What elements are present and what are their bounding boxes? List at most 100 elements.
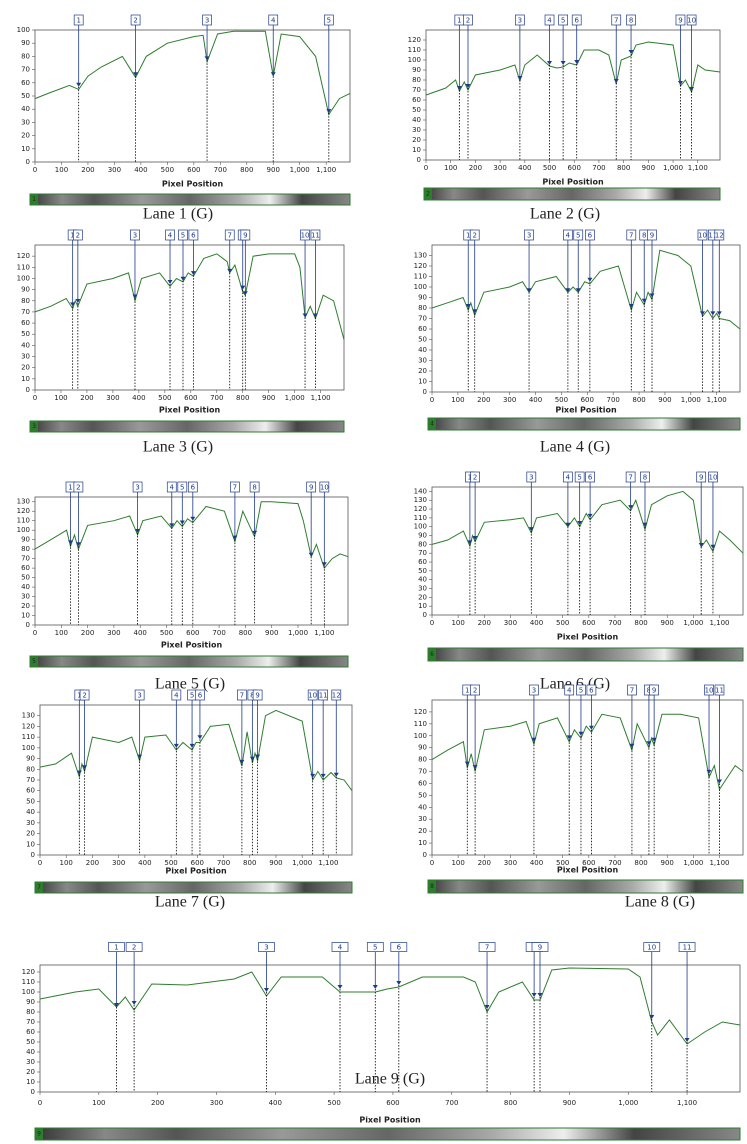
x-tick-label: 1,000: [683, 859, 703, 867]
x-tick-label: 700: [214, 166, 227, 174]
peak-label-box: [177, 481, 188, 493]
peak-label: 1: [466, 232, 470, 240]
plot-frame: [39, 704, 353, 856]
peak-label: 5: [579, 687, 583, 695]
peak-arrowhead: [628, 304, 634, 308]
x-tick-label: 400: [132, 394, 145, 402]
y-tick-label: 110: [414, 720, 427, 728]
peak-label-box: [307, 689, 318, 701]
y-tick-label: 80: [21, 545, 30, 553]
x-tick-label: 100: [54, 394, 67, 402]
peak-arrowhead: [531, 737, 537, 742]
y-tick-label: 60: [21, 319, 30, 327]
peak-label: 5: [577, 474, 581, 482]
x-tick-label: 200: [81, 166, 94, 174]
y-tick-label: 90: [418, 294, 427, 302]
peak-label: 5: [180, 484, 184, 492]
x-tick-label: 200: [81, 629, 94, 637]
y-tick-label: 100: [22, 988, 35, 996]
peak-arrowhead: [566, 735, 572, 740]
x-tick-label: 900: [262, 394, 275, 402]
peak-arrowhead: [263, 988, 269, 992]
x-tick-label: 100: [451, 396, 464, 404]
y-tick-label: 120: [17, 252, 30, 260]
x-tick-label: 800: [617, 164, 630, 172]
y-tick-label: 100: [414, 523, 427, 531]
x-tick-label: 800: [632, 396, 645, 404]
peak-arrowhead: [190, 271, 196, 276]
x-tick-label: 500: [556, 619, 569, 627]
peak-arrowhead: [689, 87, 695, 91]
x-tick-label: 300: [493, 164, 506, 172]
y-tick-label: 100: [17, 526, 30, 534]
peak-label-box: [626, 229, 637, 241]
profile-line: [34, 501, 349, 570]
peak-label: 1: [468, 474, 472, 482]
x-tick-label: 0: [33, 394, 37, 402]
y-tick-label: 10: [418, 839, 427, 847]
lane-caption: Lane 1 (G): [143, 206, 213, 223]
x-tick-label: 400: [530, 859, 543, 867]
y-tick-label: 60: [412, 96, 421, 104]
x-tick-label: 0: [33, 629, 37, 637]
peak-label-box: [300, 229, 310, 241]
peak-label: 10: [705, 687, 714, 695]
y-tick-label: 120: [408, 36, 421, 44]
peak-arrowhead: [716, 311, 722, 316]
peak-label: 4: [547, 17, 552, 25]
peak-arrowhead: [641, 298, 647, 303]
x-tick-label: 100: [92, 1099, 105, 1107]
peak-arrowhead: [249, 756, 255, 761]
peak-label-box: [563, 471, 573, 483]
y-tick-label: 60: [418, 558, 427, 566]
peak-label-box: [130, 14, 141, 26]
peak-arrowhead: [651, 737, 657, 742]
peak-label: 1: [114, 944, 118, 952]
y-tick-label: 110: [17, 263, 30, 271]
peak-label: 7: [629, 232, 633, 240]
peak-arrowhead: [716, 779, 722, 784]
peak-arrowhead: [232, 535, 238, 540]
peak-arrowhead: [588, 725, 594, 730]
y-tick-label: 60: [21, 564, 30, 572]
y-tick-label: 0: [423, 388, 427, 396]
peak-label-box: [252, 689, 263, 701]
x-tick-label: 700: [210, 394, 223, 402]
x-tick-label: 200: [86, 859, 99, 867]
peak-label-box: [586, 684, 597, 696]
lane-caption: Lane 3 (G): [143, 439, 213, 456]
x-tick-label: 400: [134, 166, 147, 174]
peak-label: 11: [708, 232, 717, 240]
peak-label: 4: [567, 687, 572, 695]
peak-label: 1: [70, 232, 74, 240]
peak-arrowhead: [706, 769, 712, 774]
peak-label-box: [319, 481, 330, 493]
peak-arrowhead: [472, 309, 478, 314]
peak-label: 1: [457, 17, 461, 25]
lane-caption: Lane 7 (G): [155, 894, 225, 911]
profile-line: [431, 249, 741, 330]
peak-label: 6: [589, 687, 594, 695]
peak-arrowhead: [197, 735, 203, 740]
peak-label: 2: [133, 17, 137, 25]
peak-arrowhead: [252, 530, 258, 535]
y-tick-label: 10: [26, 840, 35, 848]
x-tick-label: 200: [80, 394, 93, 402]
peak-label: 2: [76, 232, 80, 240]
peak-label: 2: [466, 17, 470, 25]
peak-label-box: [558, 14, 568, 26]
x-tick-label: 300: [107, 629, 120, 637]
x-tick-label: 500: [158, 394, 171, 402]
peak-label-box: [240, 229, 251, 241]
plot-frame: [431, 699, 744, 856]
lane-tag-box: [428, 648, 436, 661]
lane-tag: 5: [32, 658, 36, 665]
y-tick-label: 50: [21, 330, 30, 338]
lane-caption: Lane 8 (G): [625, 894, 695, 911]
peak-label-box: [323, 14, 334, 26]
peak-arrowhead: [575, 288, 581, 293]
peak-arrowhead: [302, 313, 308, 318]
peak-arrowhead: [628, 505, 634, 510]
y-tick-label: 80: [21, 297, 30, 305]
plot-frame: [425, 29, 721, 161]
